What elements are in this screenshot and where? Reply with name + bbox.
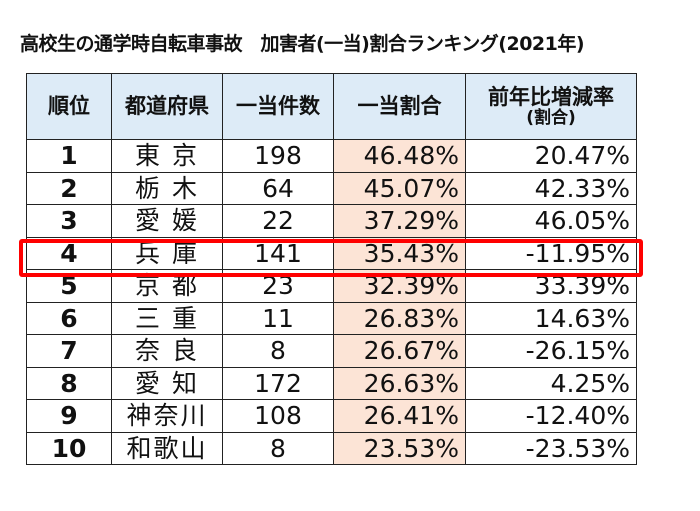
cell-change: -23.53% — [465, 431, 637, 465]
cell-prefecture: 京 都 — [111, 269, 223, 303]
cell-count: 108 — [222, 399, 334, 433]
cell-count: 11 — [222, 301, 334, 335]
table-row: 9 神奈川 108 26.41% -12.40% — [26, 399, 637, 433]
cell-rank: 2 — [26, 171, 112, 205]
table-row: 3 愛 媛 22 37.29% 46.05% — [26, 204, 637, 238]
cell-change: 14.63% — [465, 301, 637, 335]
cell-ratio: 45.07% — [333, 171, 466, 205]
cell-change: 46.05% — [465, 204, 637, 238]
cell-prefecture: 愛 媛 — [111, 204, 223, 238]
cell-ratio: 26.67% — [333, 334, 466, 368]
table-row: 7 奈 良 8 26.67% -26.15% — [26, 334, 637, 368]
page-title: 高校生の通学時自転車事故 加害者(一当)割合ランキング(2021年) — [20, 33, 585, 55]
cell-prefecture: 栃 木 — [111, 171, 223, 205]
header-prefecture: 都道府県 — [111, 73, 223, 140]
cell-ratio: 32.39% — [333, 269, 466, 303]
header-change-label: 前年比増減率 — [488, 84, 614, 109]
cell-prefecture: 奈 良 — [111, 334, 223, 368]
cell-prefecture: 神奈川 — [111, 399, 223, 433]
cell-rank: 10 — [26, 431, 112, 465]
cell-count: 141 — [222, 236, 334, 270]
cell-prefecture: 愛 知 — [111, 366, 223, 400]
cell-ratio: 26.63% — [333, 366, 466, 400]
header-rank: 順位 — [26, 73, 112, 140]
cell-rank: 8 — [26, 366, 112, 400]
cell-count: 172 — [222, 366, 334, 400]
cell-count: 8 — [222, 431, 334, 465]
table-row-highlighted: 4 兵 庫 141 35.43% -11.95% — [26, 236, 637, 270]
cell-rank: 3 — [26, 204, 112, 238]
cell-change: -26.15% — [465, 334, 637, 368]
cell-count: 8 — [222, 334, 334, 368]
header-change: 前年比増減率 (割合) — [465, 73, 637, 140]
cell-ratio: 35.43% — [333, 236, 466, 270]
cell-change: -11.95% — [465, 236, 637, 270]
cell-prefecture: 東 京 — [111, 139, 223, 173]
table-row: 10 和歌山 8 23.53% -23.53% — [26, 431, 637, 465]
ranking-table: 順位 都道府県 一当件数 一当割合 前年比増減率 (割合) 1 東 京 198 … — [26, 73, 637, 465]
table-row: 6 三 重 11 26.83% 14.63% — [26, 301, 637, 335]
header-count: 一当件数 — [222, 73, 334, 140]
header-row: 順位 都道府県 一当件数 一当割合 前年比増減率 (割合) — [26, 73, 637, 140]
cell-rank: 1 — [26, 139, 112, 173]
cell-rank: 7 — [26, 334, 112, 368]
cell-ratio: 37.29% — [333, 204, 466, 238]
cell-prefecture: 兵 庫 — [111, 236, 223, 270]
cell-change: 42.33% — [465, 171, 637, 205]
cell-rank: 9 — [26, 399, 112, 433]
cell-change: -12.40% — [465, 399, 637, 433]
table-row: 2 栃 木 64 45.07% 42.33% — [26, 171, 637, 205]
header-change-sub: (割合) — [526, 107, 576, 128]
cell-count: 64 — [222, 171, 334, 205]
cell-prefecture: 三 重 — [111, 301, 223, 335]
cell-ratio: 23.53% — [333, 431, 466, 465]
cell-prefecture: 和歌山 — [111, 431, 223, 465]
table-row: 8 愛 知 172 26.63% 4.25% — [26, 366, 637, 400]
table-row: 5 京 都 23 32.39% 33.39% — [26, 269, 637, 303]
cell-ratio: 46.48% — [333, 139, 466, 173]
cell-ratio: 26.83% — [333, 301, 466, 335]
cell-rank: 5 — [26, 269, 112, 303]
cell-rank: 4 — [26, 236, 112, 270]
cell-change: 33.39% — [465, 269, 637, 303]
cell-count: 22 — [222, 204, 334, 238]
header-ratio: 一当割合 — [333, 73, 466, 140]
cell-change: 4.25% — [465, 366, 637, 400]
cell-rank: 6 — [26, 301, 112, 335]
cell-ratio: 26.41% — [333, 399, 466, 433]
cell-count: 198 — [222, 139, 334, 173]
table-row: 1 東 京 198 46.48% 20.47% — [26, 139, 637, 173]
cell-count: 23 — [222, 269, 334, 303]
cell-change: 20.47% — [465, 139, 637, 173]
